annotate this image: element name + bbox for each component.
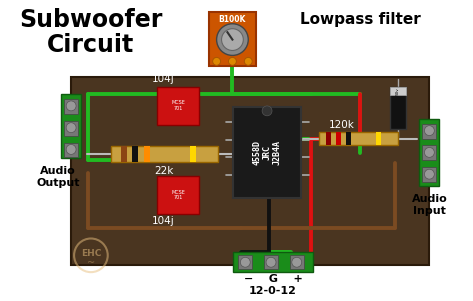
- Bar: [422, 167, 436, 182]
- Circle shape: [262, 106, 272, 116]
- Bar: [326, 132, 332, 145]
- Circle shape: [66, 123, 76, 133]
- Text: Circuit: Circuit: [47, 33, 134, 57]
- Text: ~: ~: [87, 258, 95, 268]
- Circle shape: [424, 169, 434, 179]
- Text: −    G    +
12-0-12: − G + 12-0-12: [244, 274, 302, 296]
- Text: Lowpass filter: Lowpass filter: [300, 12, 420, 27]
- Bar: [157, 176, 199, 214]
- Bar: [233, 252, 313, 272]
- Bar: [376, 132, 381, 145]
- Text: Electronicshelpcare: Electronicshelpcare: [105, 133, 397, 160]
- Circle shape: [66, 144, 76, 154]
- Circle shape: [213, 57, 220, 65]
- Text: Audio
Input: Audio Input: [412, 194, 447, 216]
- Bar: [190, 147, 196, 162]
- Circle shape: [424, 147, 434, 157]
- Circle shape: [217, 24, 248, 55]
- Text: 50v: 50v: [396, 87, 400, 95]
- Bar: [390, 87, 406, 129]
- Text: 4558D
JRC
J2B4A: 4558D JRC J2B4A: [252, 140, 282, 165]
- Bar: [111, 147, 218, 162]
- Text: Subwoofer: Subwoofer: [19, 8, 163, 32]
- Circle shape: [266, 257, 276, 267]
- Bar: [336, 132, 342, 145]
- Bar: [264, 255, 278, 269]
- Bar: [64, 121, 78, 135]
- Bar: [61, 94, 81, 158]
- Bar: [390, 87, 406, 95]
- Bar: [64, 99, 78, 114]
- Bar: [233, 107, 301, 198]
- Circle shape: [228, 57, 236, 65]
- Bar: [290, 255, 304, 269]
- Text: 22k: 22k: [155, 166, 174, 176]
- Bar: [346, 132, 351, 145]
- Text: MCSE
701: MCSE 701: [171, 190, 185, 200]
- Bar: [71, 77, 429, 265]
- Circle shape: [240, 257, 250, 267]
- Bar: [422, 145, 436, 160]
- Text: EHC: EHC: [81, 249, 101, 258]
- Bar: [64, 142, 78, 157]
- Bar: [144, 147, 150, 162]
- Bar: [318, 132, 398, 145]
- Text: B100K: B100K: [219, 15, 246, 24]
- Circle shape: [221, 29, 243, 51]
- Bar: [157, 87, 199, 125]
- Circle shape: [66, 101, 76, 111]
- Text: 104j: 104j: [152, 74, 175, 84]
- Text: 104j: 104j: [152, 216, 175, 226]
- Bar: [422, 124, 436, 138]
- Circle shape: [245, 57, 252, 65]
- Text: Audio
Output: Audio Output: [36, 166, 80, 188]
- Bar: [238, 255, 252, 269]
- Circle shape: [292, 257, 302, 267]
- Circle shape: [424, 126, 434, 135]
- Bar: [121, 147, 127, 162]
- Bar: [420, 119, 439, 186]
- Text: MCSE
701: MCSE 701: [171, 101, 185, 111]
- Bar: [209, 12, 256, 66]
- Text: 120k: 120k: [328, 119, 354, 130]
- Bar: [132, 147, 139, 162]
